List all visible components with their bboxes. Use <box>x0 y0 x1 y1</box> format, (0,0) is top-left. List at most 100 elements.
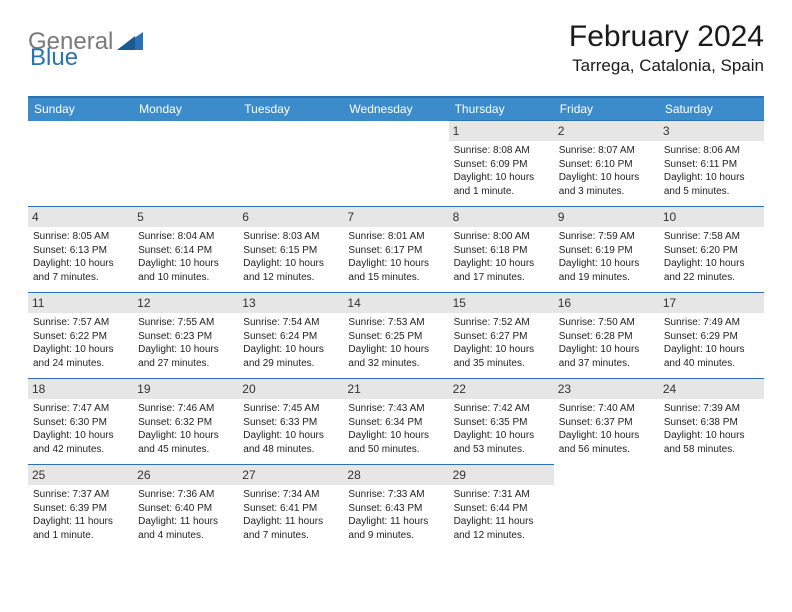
calendar-day-cell: 20 Sunrise: 7:45 AMSunset: 6:33 PMDayligh… <box>238 379 343 465</box>
sunset-text: Sunset: 6:44 PM <box>454 502 549 516</box>
sunset-text: Sunset: 6:14 PM <box>138 244 233 258</box>
calendar-week-row: 1Sunrise: 8:08 AMSunset: 6:09 PMDaylight… <box>28 121 764 207</box>
sunrise-text: Sunrise: 8:01 AM <box>348 230 443 244</box>
sunset-text: Sunset: 6:23 PM <box>138 330 233 344</box>
sunset-text: Sunset: 6:35 PM <box>454 416 549 430</box>
daylight-text: Daylight: 10 hours and 32 minutes. <box>348 343 443 370</box>
daylight-text: Daylight: 10 hours and 35 minutes. <box>454 343 549 370</box>
day-number: 14 <box>343 293 448 313</box>
day-number: 23 <box>554 379 659 399</box>
sunset-text: Sunset: 6:15 PM <box>243 244 338 258</box>
weekday-header: Sunday <box>28 97 133 121</box>
sunset-text: Sunset: 6:20 PM <box>664 244 759 258</box>
sunrise-text: Sunrise: 8:04 AM <box>138 230 233 244</box>
calendar-table: Sunday Monday Tuesday Wednesday Thursday… <box>28 96 764 551</box>
daylight-text: Daylight: 10 hours and 5 minutes. <box>664 171 759 198</box>
daylight-text: Daylight: 10 hours and 1 minute. <box>454 171 549 198</box>
sunset-text: Sunset: 6:25 PM <box>348 330 443 344</box>
page: General February 2024 Tarrega, Catalonia… <box>0 0 792 571</box>
daylight-text: Daylight: 10 hours and 24 minutes. <box>33 343 128 370</box>
sunrise-text: Sunrise: 8:07 AM <box>559 144 654 158</box>
day-number: 4 <box>28 207 133 227</box>
calendar-day-cell <box>659 465 764 551</box>
sunrise-text: Sunrise: 7:45 AM <box>243 402 338 416</box>
calendar-day-cell: 7 Sunrise: 8:01 AMSunset: 6:17 PMDaylight… <box>343 207 448 293</box>
sunset-text: Sunset: 6:34 PM <box>348 416 443 430</box>
sunrise-text: Sunrise: 7:50 AM <box>559 316 654 330</box>
calendar-day-cell: 19Sunrise: 7:46 AMSunset: 6:32 PMDayligh… <box>133 379 238 465</box>
logo-triangle-icon <box>117 30 143 55</box>
calendar-day-cell: 25Sunrise: 7:37 AMSunset: 6:39 PMDayligh… <box>28 465 133 551</box>
sunrise-text: Sunrise: 7:53 AM <box>348 316 443 330</box>
calendar-week-row: 18 Sunrise: 7:47 AMSunset: 6:30 PM Dayligh… <box>28 379 764 465</box>
calendar-day-cell: 29Sunrise: 7:31 AMSunset: 6:44 PMDayligh… <box>449 465 554 551</box>
sunset-text: Sunset: 6:41 PM <box>243 502 338 516</box>
calendar-day-cell: 21 Sunrise: 7:43 AMSunset: 6:34 PMDayligh… <box>343 379 448 465</box>
sunrise-text: Sunrise: 7:54 AM <box>243 316 338 330</box>
day-number: 1 <box>449 121 554 141</box>
day-number: 26 <box>133 465 238 485</box>
day-number: 19 <box>133 379 238 399</box>
day-number: 10 <box>659 207 764 227</box>
weekday-header: Monday <box>133 97 238 121</box>
sunrise-text: Sunrise: 7:42 AM <box>454 402 549 416</box>
daylight-text: Daylight: 10 hours and 19 minutes. <box>559 257 654 284</box>
calendar-day-cell: 10Sunrise: 7:58 AMSunset: 6:20 PMDayligh… <box>659 207 764 293</box>
daylight-text: Daylight: 11 hours and 1 minute. <box>33 515 128 542</box>
daylight-text: Daylight: 10 hours and 29 minutes. <box>243 343 338 370</box>
day-number: 7 <box>343 207 448 227</box>
daylight-text: Daylight: 10 hours and 15 minutes. <box>348 257 443 284</box>
day-number: 21 <box>343 379 448 399</box>
sunset-text: Sunset: 6:11 PM <box>664 158 759 172</box>
day-number: 18 <box>28 379 133 399</box>
calendar-day-cell: 9Sunrise: 7:59 AMSunset: 6:19 PMDaylight… <box>554 207 659 293</box>
day-number: 20 <box>238 379 343 399</box>
sunrise-text: Sunrise: 8:00 AM <box>454 230 549 244</box>
weekday-header: Saturday <box>659 97 764 121</box>
day-number: 2 <box>554 121 659 141</box>
title-block: February 2024 Tarrega, Catalonia, Spain <box>569 20 764 76</box>
sunrise-text: Sunrise: 7:47 AM <box>33 402 128 416</box>
sunset-text: Sunset: 6:17 PM <box>348 244 443 258</box>
sunset-text: Sunset: 6:33 PM <box>243 416 338 430</box>
sunset-text: Sunset: 6:10 PM <box>559 158 654 172</box>
daylight-text: Daylight: 10 hours and 50 minutes. <box>348 429 443 456</box>
day-number: 25 <box>28 465 133 485</box>
day-number: 8 <box>449 207 554 227</box>
calendar-day-cell <box>133 121 238 207</box>
calendar-day-cell: 22 Sunrise: 7:42 AMSunset: 6:35 PMDayligh… <box>449 379 554 465</box>
calendar-day-cell: 8Sunrise: 8:00 AMSunset: 6:18 PMDaylight… <box>449 207 554 293</box>
calendar-day-cell: 26Sunrise: 7:36 AMSunset: 6:40 PMDayligh… <box>133 465 238 551</box>
daylight-text: Daylight: 10 hours and 40 minutes. <box>664 343 759 370</box>
calendar-day-cell: 18Sunrise: 7:47 AMSunset: 6:30 PMDayligh… <box>28 379 133 465</box>
sunset-text: Sunset: 6:09 PM <box>454 158 549 172</box>
calendar-day-cell: 15Sunrise: 7:52 AMSunset: 6:27 PMDayligh… <box>449 293 554 379</box>
daylight-text: Daylight: 10 hours and 22 minutes. <box>664 257 759 284</box>
sunrise-text: Sunrise: 7:46 AM <box>138 402 233 416</box>
weekday-header: Friday <box>554 97 659 121</box>
day-number: 17 <box>659 293 764 313</box>
calendar-week-row: 25Sunrise: 7:37 AMSunset: 6:39 PMDayligh… <box>28 465 764 551</box>
calendar-day-cell <box>238 121 343 207</box>
sunset-text: Sunset: 6:18 PM <box>454 244 549 258</box>
daylight-text: Daylight: 10 hours and 53 minutes. <box>454 429 549 456</box>
daylight-text: Daylight: 10 hours and 27 minutes. <box>138 343 233 370</box>
sunrise-text: Sunrise: 7:49 AM <box>664 316 759 330</box>
calendar-day-cell: 2Sunrise: 8:07 AMSunset: 6:10 PMDaylight… <box>554 121 659 207</box>
sunset-text: Sunset: 6:39 PM <box>33 502 128 516</box>
sunset-text: Sunset: 6:28 PM <box>559 330 654 344</box>
sunset-text: Sunset: 6:30 PM <box>33 416 128 430</box>
daylight-text: Daylight: 10 hours and 48 minutes. <box>243 429 338 456</box>
sunrise-text: Sunrise: 7:59 AM <box>559 230 654 244</box>
sunrise-text: Sunrise: 7:40 AM <box>559 402 654 416</box>
day-number: 5 <box>133 207 238 227</box>
daylight-text: Daylight: 10 hours and 58 minutes. <box>664 429 759 456</box>
day-number: 13 <box>238 293 343 313</box>
sunrise-text: Sunrise: 7:43 AM <box>348 402 443 416</box>
sunrise-text: Sunrise: 7:39 AM <box>664 402 759 416</box>
sunset-text: Sunset: 6:37 PM <box>559 416 654 430</box>
day-number: 22 <box>449 379 554 399</box>
calendar-day-cell: 12Sunrise: 7:55 AMSunset: 6:23 PMDayligh… <box>133 293 238 379</box>
sunrise-text: Sunrise: 7:34 AM <box>243 488 338 502</box>
day-number: 9 <box>554 207 659 227</box>
